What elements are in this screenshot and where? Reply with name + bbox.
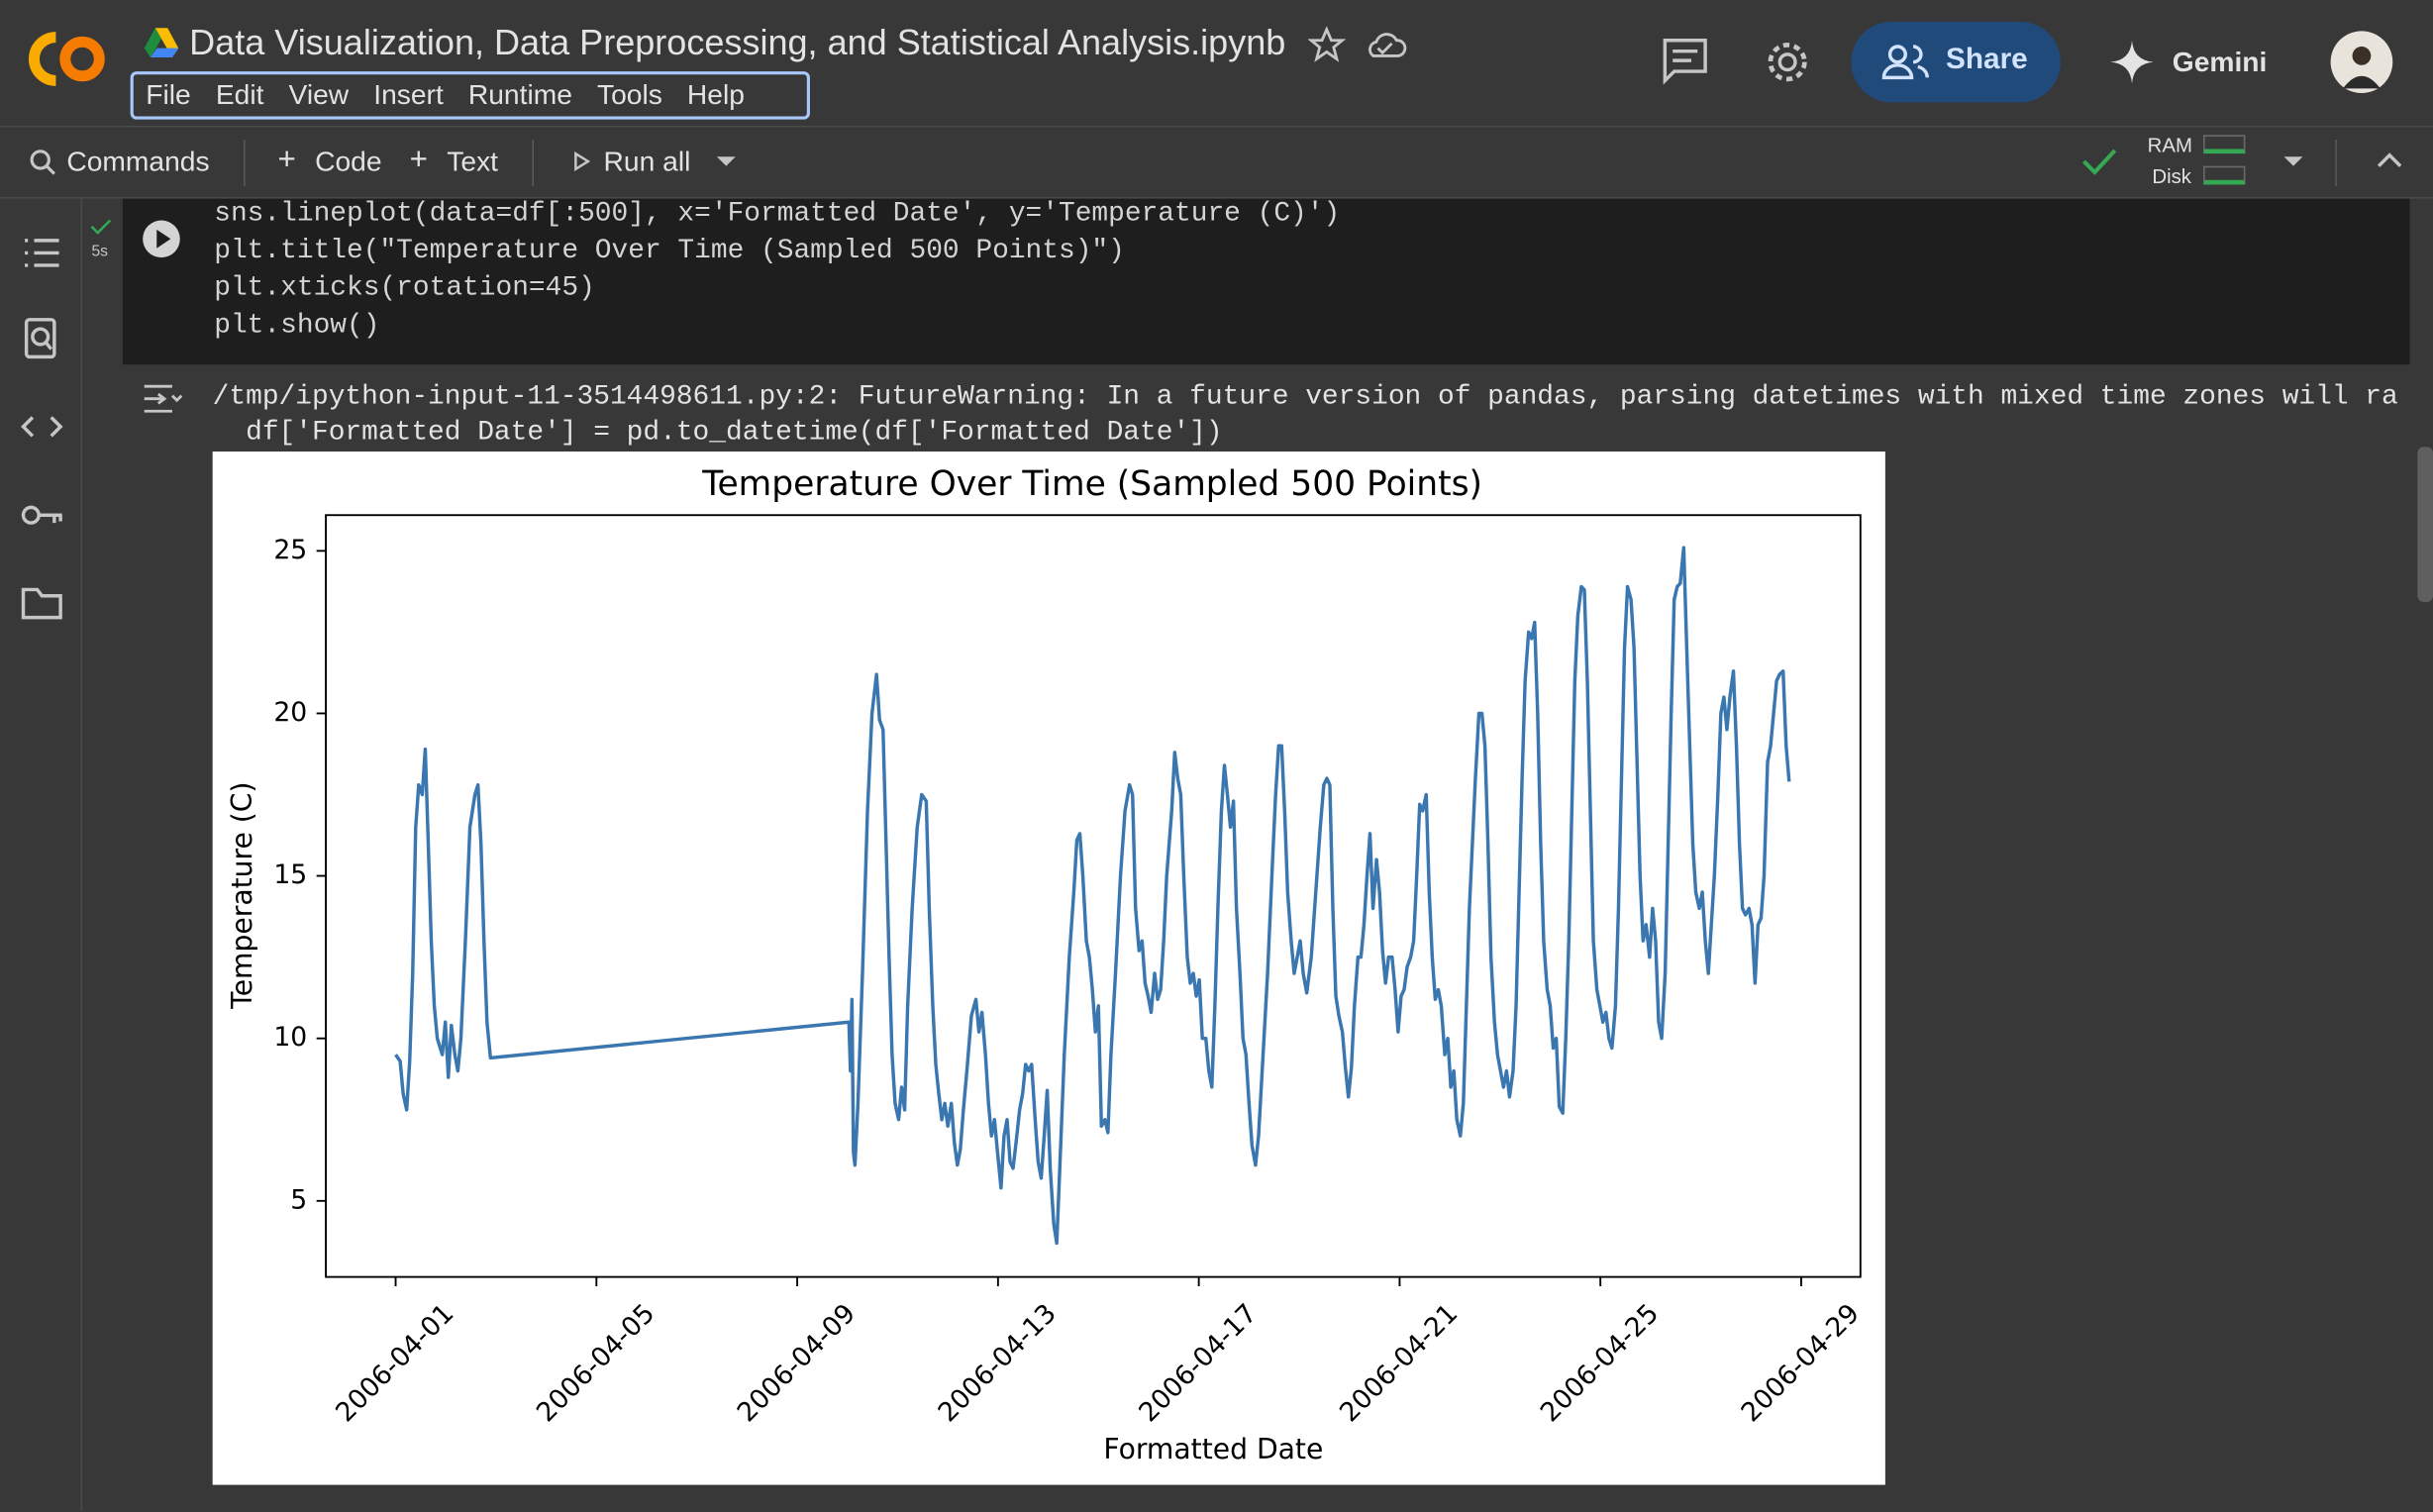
share-label: Share (1945, 43, 2028, 76)
avatar[interactable] (2329, 30, 2394, 95)
menu-item[interactable]: View (288, 78, 350, 111)
code-line: sns.lineplot(data=df[:500], x='Formatted… (214, 198, 1341, 230)
separator (244, 140, 246, 187)
x-tick-label: 2006-04-25 (1535, 1298, 1665, 1428)
y-tick-label: 20 (273, 697, 307, 728)
collapse-icon[interactable] (2374, 149, 2404, 170)
menu-bar: File Edit View Insert Runtime Tools Help (130, 71, 810, 120)
y-tick-label: 15 (273, 859, 307, 890)
share-button[interactable]: Share (1851, 21, 2061, 103)
x-tick-label: 2006-04-17 (1133, 1298, 1263, 1428)
code-line: plt.title("Temperature Over Time (Sample… (214, 236, 1125, 267)
commands-button[interactable]: Commands (66, 146, 210, 177)
notebook-title[interactable]: Data Visualization, Data Preprocessing, … (189, 21, 1286, 62)
menu-item[interactable]: Edit (215, 78, 264, 111)
menu-item[interactable]: Tools (596, 78, 662, 111)
x-tick-label: 2006-04-09 (732, 1298, 862, 1428)
gemini-icon (2110, 40, 2154, 84)
ram-bar (2203, 135, 2246, 154)
connected-check (2081, 149, 2117, 175)
exec-check (90, 219, 112, 235)
menu-item[interactable]: File (146, 78, 191, 111)
code-line: plt.show() (214, 310, 380, 342)
temperature-line (394, 546, 1791, 1246)
chart: Temperature Over Time (Sampled 500 Point… (212, 451, 1885, 1485)
scrollbar[interactable] (2417, 447, 2433, 602)
menu-item[interactable]: Insert (373, 78, 444, 111)
disk-bar (2203, 165, 2246, 185)
output-line: df['Formatted Date'] = pd.to_datetime(df… (212, 417, 1223, 449)
x-tick-label: 2006-04-13 (932, 1298, 1062, 1428)
add-code-button[interactable]: Code (315, 146, 382, 177)
resources-dropdown[interactable] (2281, 153, 2305, 169)
plus-icon: + (409, 143, 428, 177)
x-tick-label: 2006-04-21 (1334, 1298, 1464, 1428)
sidebar (0, 198, 83, 1512)
menu-item[interactable]: Help (686, 78, 745, 111)
run-all-button[interactable]: Run all (603, 146, 691, 177)
y-tick-label: 25 (273, 535, 307, 565)
title-icons (1307, 26, 1407, 62)
y-tick-label: 5 (290, 1184, 307, 1215)
sidebar-icons[interactable] (19, 230, 65, 633)
x-tick-label: 2006-04-01 (330, 1298, 459, 1428)
run-cell-button[interactable] (142, 219, 182, 259)
run-icon (574, 151, 591, 172)
code-line: plt.xticks(rotation=45) (214, 272, 595, 305)
separator (2335, 140, 2337, 187)
x-tick-label: 2006-04-05 (531, 1298, 660, 1428)
share-icon (1881, 45, 1929, 80)
chart-title: Temperature Over Time (Sampled 500 Point… (701, 464, 1482, 504)
search-icon (30, 150, 55, 175)
output-icon[interactable] (142, 380, 185, 418)
separator (532, 140, 535, 187)
output-line: /tmp/ipython-input-11-3514498611.py:2: F… (212, 381, 2398, 413)
axes-frame (325, 514, 1862, 1278)
y-axis-label: Temperature (C) (226, 782, 258, 1010)
header-icons[interactable] (1658, 34, 1828, 89)
plus-icon: + (277, 143, 296, 177)
menu-item[interactable]: Runtime (467, 78, 572, 111)
x-tick-label: 2006-04-29 (1736, 1298, 1866, 1428)
gemini-label[interactable]: Gemini (2172, 47, 2268, 78)
code-lines: sns.lineplot(data=df[:500], x='Formatted… (214, 195, 1340, 344)
y-tick-label: 10 (273, 1022, 307, 1053)
colab-logo (29, 32, 105, 86)
add-text-button[interactable]: Text (447, 146, 499, 177)
exec-time: 5s (91, 244, 109, 261)
output-text: /tmp/ipython-input-11-3514498611.py:2: F… (213, 380, 2410, 452)
dropdown-icon[interactable] (714, 153, 739, 169)
header-divider (0, 125, 2433, 128)
toolbar-divider (0, 197, 2433, 199)
code-cell[interactable] (122, 198, 2410, 365)
drive-icon (144, 28, 179, 57)
x-axis-label: Formatted Date (1103, 1433, 1323, 1465)
disk-label: Disk (2152, 164, 2191, 188)
ram-label: RAM (2147, 133, 2192, 157)
